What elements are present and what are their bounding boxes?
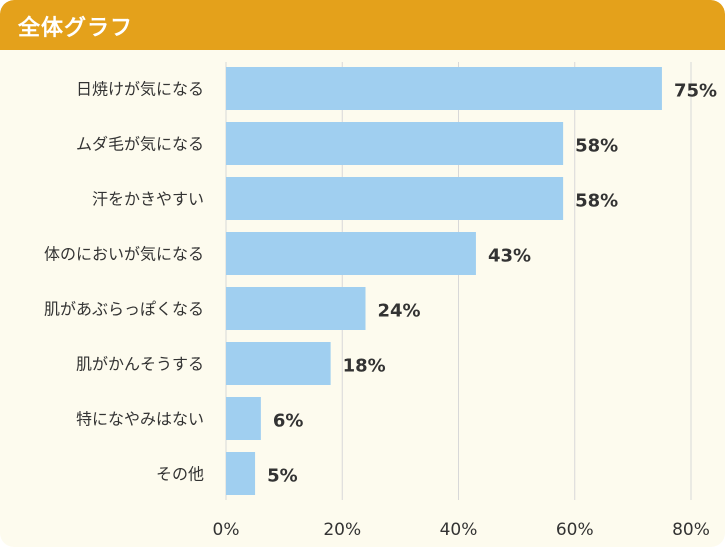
bar-7 bbox=[226, 452, 256, 495]
tick-label-0: 0% bbox=[213, 520, 240, 540]
bar-1 bbox=[226, 122, 564, 165]
chart-header-title: 全体グラフ bbox=[18, 16, 134, 41]
bar-0 bbox=[226, 67, 662, 110]
bar-5 bbox=[226, 342, 331, 385]
tick-label-1: 20% bbox=[323, 520, 361, 540]
category-label-1: ムダ毛が気になる bbox=[76, 135, 204, 154]
bar-2 bbox=[226, 177, 564, 220]
bar-6 bbox=[226, 397, 261, 440]
category-label-5: 肌がかんそうする bbox=[76, 355, 204, 374]
value-label-3: 43% bbox=[488, 246, 531, 267]
tick-label-4: 80% bbox=[672, 520, 710, 540]
value-label-7: 5% bbox=[267, 466, 298, 487]
bar-3 bbox=[226, 232, 476, 275]
tick-label-2: 40% bbox=[440, 520, 478, 540]
value-label-6: 6% bbox=[273, 411, 304, 432]
value-label-4: 24% bbox=[378, 301, 421, 322]
category-label-6: 特になやみはない bbox=[76, 410, 204, 429]
value-label-0: 75% bbox=[674, 81, 717, 102]
tick-label-3: 60% bbox=[556, 520, 594, 540]
category-label-4: 肌があぶらっぽくなる bbox=[44, 300, 204, 319]
category-label-7: その他 bbox=[156, 465, 204, 484]
bar-4 bbox=[226, 287, 366, 330]
category-label-2: 汗をかきやすい bbox=[92, 190, 204, 209]
value-label-2: 58% bbox=[575, 191, 618, 212]
value-label-1: 58% bbox=[575, 136, 618, 157]
value-label-5: 18% bbox=[343, 356, 386, 377]
category-label-0: 日焼けが気になる bbox=[76, 80, 204, 99]
category-label-3: 体のにおいが気になる bbox=[44, 245, 204, 264]
chart-header: 全体グラフ bbox=[0, 0, 725, 50]
